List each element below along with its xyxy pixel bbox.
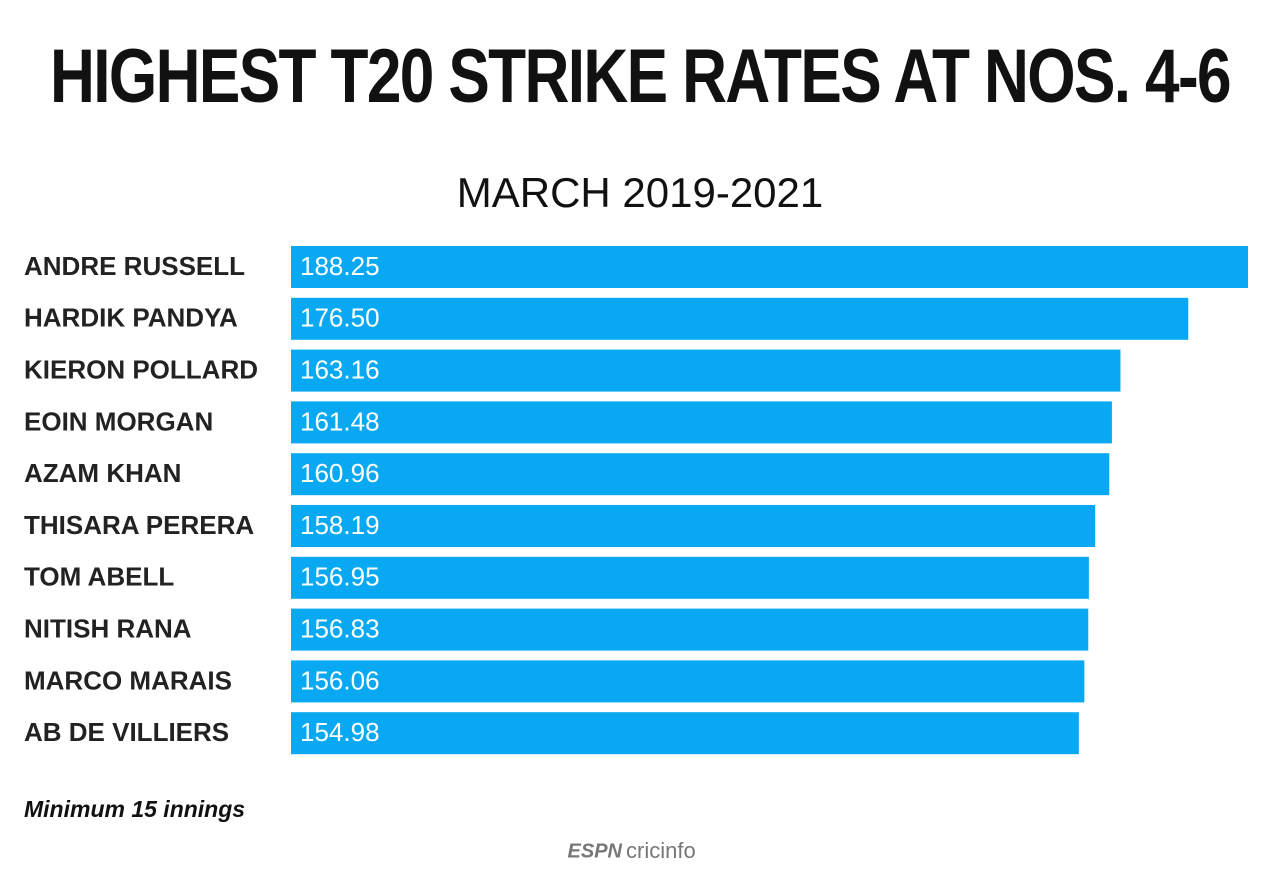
bar — [291, 349, 1121, 392]
bar — [291, 556, 1089, 599]
category-label: THISARA PERERA — [24, 510, 254, 540]
category-label: NITISH RANA — [24, 613, 192, 643]
bar — [291, 401, 1112, 444]
logo-cricinfo: cricinfo — [626, 838, 696, 863]
bar — [291, 505, 1096, 547]
bar — [291, 297, 1189, 340]
bar — [291, 712, 1079, 755]
category-label: KIERON POLLARD — [24, 354, 258, 384]
bar — [291, 246, 1248, 288]
value-label: 156.95 — [300, 562, 380, 592]
value-label: 156.06 — [300, 665, 380, 695]
value-label: 161.48 — [300, 406, 380, 436]
value-label: 163.16 — [300, 354, 380, 384]
category-label: AB DE VILLIERS — [24, 717, 229, 747]
category-label: MARCO MARAIS — [24, 665, 232, 695]
category-label: TOM ABELL — [24, 562, 174, 592]
logo-espn: ESPN — [568, 840, 623, 862]
category-label: AZAM KHAN — [24, 458, 181, 488]
value-label: 160.96 — [300, 458, 380, 488]
footnote: Minimum 15 innings — [24, 796, 245, 822]
bar — [291, 660, 1085, 703]
category-label: EOIN MORGAN — [24, 406, 213, 436]
chart-subtitle: MARCH 2019-2021 — [457, 169, 824, 216]
value-label: 176.50 — [300, 303, 380, 333]
value-label: 188.25 — [300, 251, 380, 281]
category-label: ANDRE RUSSELL — [24, 251, 245, 281]
value-label: 158.19 — [300, 510, 380, 540]
bar — [291, 608, 1089, 651]
category-label: HARDIK PANDYA — [24, 303, 238, 333]
chart-title: HIGHEST T20 STRIKE RATES AT NOS. 4-6 — [50, 34, 1230, 119]
value-label: 156.83 — [300, 613, 380, 643]
value-label: 154.98 — [300, 717, 380, 747]
bar — [291, 453, 1110, 496]
